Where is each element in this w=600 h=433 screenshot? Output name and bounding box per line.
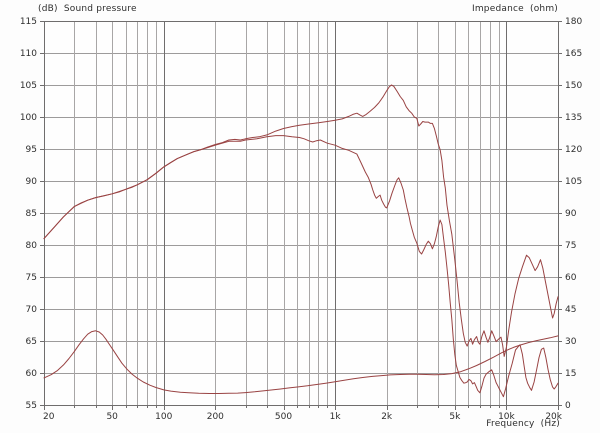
x-tick-label: 20 [43,412,55,422]
left-tick-label: 65 [26,337,37,347]
right-tick-label: 150 [565,81,582,91]
left-tick-label: 110 [20,49,37,59]
left-tick-label: 60 [26,369,38,379]
right-tick-label: 180 [565,17,582,27]
right-tick-label: 105 [565,177,582,187]
spl-off-axis-curve [43,135,559,398]
left-tick-label: 85 [26,209,37,219]
x-tick-label: 1k [330,412,342,422]
left-tick-label: 100 [20,113,37,123]
right-tick-label: 165 [565,49,582,59]
x-tick-label: 50 [106,412,118,422]
left-tick-label: 105 [20,81,37,91]
right-tick-label: 75 [565,241,576,251]
left-tick-label: 70 [26,305,38,315]
x-tick-label: 20k [545,412,562,422]
right-axis-title: Impedance (ohm) [471,4,558,14]
x-tick-label: 2k [381,412,393,422]
right-tick-label: 90 [565,209,577,219]
x-axis-title: Frequency (Hz) [486,419,560,429]
right-tick-label: 15 [565,369,576,379]
left-tick-label: 55 [26,401,37,411]
x-tick-label: 5k [449,412,461,422]
right-tick-label: 0 [565,401,571,411]
left-tick-label: 75 [26,273,37,283]
right-tick-label: 45 [565,305,576,315]
left-tick-label: 80 [26,241,38,251]
left-tick-label: 115 [20,17,37,27]
right-tick-label: 60 [565,273,577,283]
x-tick-label: 500 [275,412,292,422]
left-tick-label: 95 [26,145,37,155]
impedance-curve [43,330,559,394]
left-tick-label: 90 [26,177,38,187]
x-tick-label: 200 [207,412,224,422]
x-tick-label: 100 [155,412,172,422]
right-tick-label: 135 [565,113,582,123]
left-axis-title: (dB) Sound pressure [38,4,137,14]
plot-frame [44,21,559,406]
x-tick-label: 10k [498,412,515,422]
right-tick-label: 30 [565,337,577,347]
right-tick-label: 120 [565,145,582,155]
